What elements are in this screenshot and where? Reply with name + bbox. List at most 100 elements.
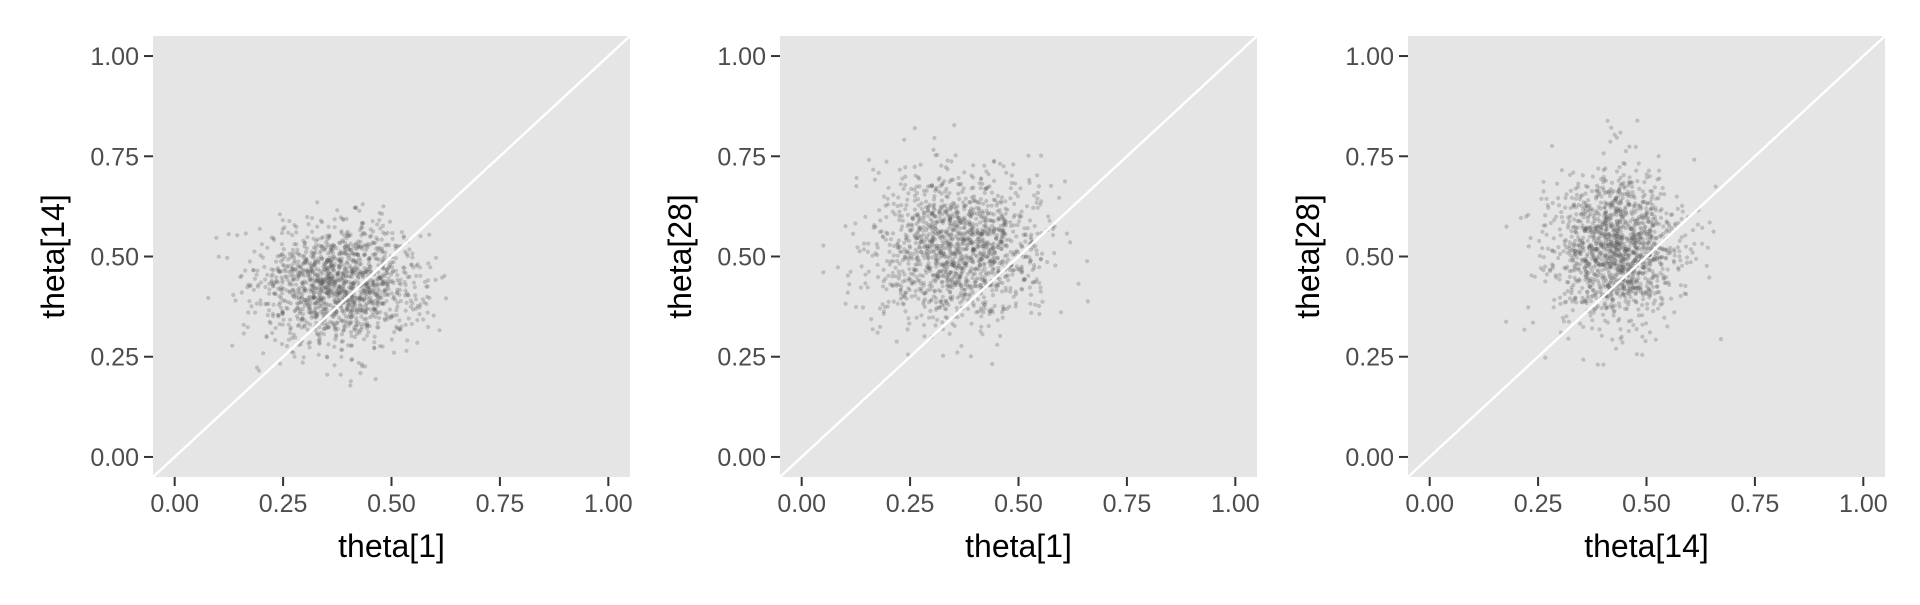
- scatter-point: [869, 317, 874, 322]
- x-tick-label: 1.00: [584, 490, 633, 518]
- scatter-point: [357, 295, 363, 300]
- scatter-point: [370, 229, 376, 234]
- scatter-point: [1647, 267, 1652, 272]
- scatter-point: [955, 246, 960, 251]
- scatter-point: [1658, 270, 1663, 276]
- scatter-point: [1636, 203, 1641, 208]
- scatter-point: [403, 271, 408, 276]
- scatter-point: [326, 287, 331, 292]
- scatter-point: [891, 259, 896, 264]
- scatter-point: [328, 276, 333, 281]
- scatter-point: [1026, 153, 1031, 158]
- scatter-point: [1038, 289, 1043, 294]
- scatter-point: [926, 213, 931, 218]
- scatter-point: [354, 316, 359, 321]
- scatter-point: [297, 309, 302, 314]
- scatter-point: [293, 267, 298, 272]
- scatter-point: [927, 240, 932, 245]
- scatter-point: [320, 244, 325, 249]
- scatter-point: [1570, 299, 1575, 304]
- scatter-point: [282, 267, 287, 272]
- scatter-point: [914, 275, 919, 280]
- scatter-point: [937, 234, 943, 239]
- scatter-point: [302, 244, 307, 249]
- scatter-point: [349, 269, 354, 274]
- scatter-point: [1009, 239, 1014, 244]
- scatter-point: [338, 258, 343, 263]
- scatter-point: [1618, 327, 1623, 332]
- scatter-point: [352, 307, 358, 312]
- scatter-point: [929, 183, 935, 188]
- scatter-point: [266, 301, 271, 306]
- scatter-point: [1614, 245, 1619, 250]
- scatter-point: [905, 327, 910, 332]
- scatter-point: [957, 282, 962, 287]
- scatter-point: [350, 298, 355, 303]
- scatter-point: [940, 181, 945, 186]
- scatter-point: [877, 208, 882, 213]
- scatter-point: [1604, 223, 1609, 228]
- scatter-point: [275, 280, 281, 285]
- scatter-point: [288, 255, 293, 260]
- scatter-point: [956, 232, 961, 237]
- scatter-point: [298, 342, 303, 347]
- scatter-point: [295, 263, 300, 268]
- scatter-point: [309, 264, 314, 269]
- scatter-point: [348, 315, 354, 320]
- scatter-point: [973, 278, 979, 283]
- scatter-point: [343, 247, 348, 252]
- scatter-point: [378, 275, 383, 280]
- scatter-point: [433, 255, 439, 260]
- scatter-point: [965, 271, 971, 277]
- scatter-point: [303, 259, 308, 264]
- scatter-point: [363, 269, 368, 274]
- scatter-point: [302, 279, 307, 284]
- scatter-point: [352, 327, 357, 332]
- scatter-point: [316, 295, 321, 300]
- scatter-point: [362, 252, 367, 257]
- scatter-point: [320, 269, 325, 274]
- scatter-point: [903, 232, 908, 237]
- scatter-point: [364, 269, 369, 274]
- scatter-point: [328, 288, 333, 293]
- scatter-point: [902, 272, 907, 277]
- scatter-point: [947, 331, 952, 336]
- scatter-point: [977, 263, 983, 268]
- scatter-point: [918, 162, 923, 167]
- scatter-point: [1718, 337, 1724, 342]
- scatter-point: [271, 236, 276, 241]
- scatter-point: [908, 228, 913, 233]
- scatter-point: [317, 333, 322, 338]
- scatter-point: [1595, 303, 1600, 309]
- scatter-point: [979, 176, 984, 181]
- scatter-point: [404, 300, 409, 305]
- scatter-point: [1000, 258, 1006, 263]
- scatter-point: [286, 300, 291, 305]
- scatter-point: [361, 271, 366, 276]
- scatter-point: [896, 276, 902, 281]
- scatter-point: [395, 273, 400, 278]
- scatter-point: [906, 276, 912, 281]
- scatter-point: [317, 341, 322, 346]
- scatter-point: [375, 237, 380, 242]
- scatter-point: [1626, 329, 1631, 334]
- scatter-point: [1021, 232, 1026, 238]
- scatter-point: [332, 283, 337, 288]
- scatter-point: [984, 186, 989, 191]
- scatter-point: [1619, 264, 1624, 269]
- scatter-point: [354, 260, 359, 265]
- scatter-point: [892, 212, 898, 217]
- scatter-point: [1019, 286, 1024, 291]
- scatter-point: [934, 246, 940, 251]
- scatter-point: [891, 201, 896, 206]
- scatter-point: [354, 310, 359, 316]
- scatter-point: [305, 320, 310, 325]
- scatter-point: [278, 287, 283, 292]
- scatter-point: [1613, 289, 1618, 294]
- scatter-point: [291, 277, 297, 282]
- scatter-point: [1592, 307, 1597, 312]
- scatter-point: [340, 308, 345, 313]
- scatter-point: [1569, 229, 1574, 234]
- scatter-point: [295, 323, 300, 328]
- scatter-point: [337, 284, 342, 289]
